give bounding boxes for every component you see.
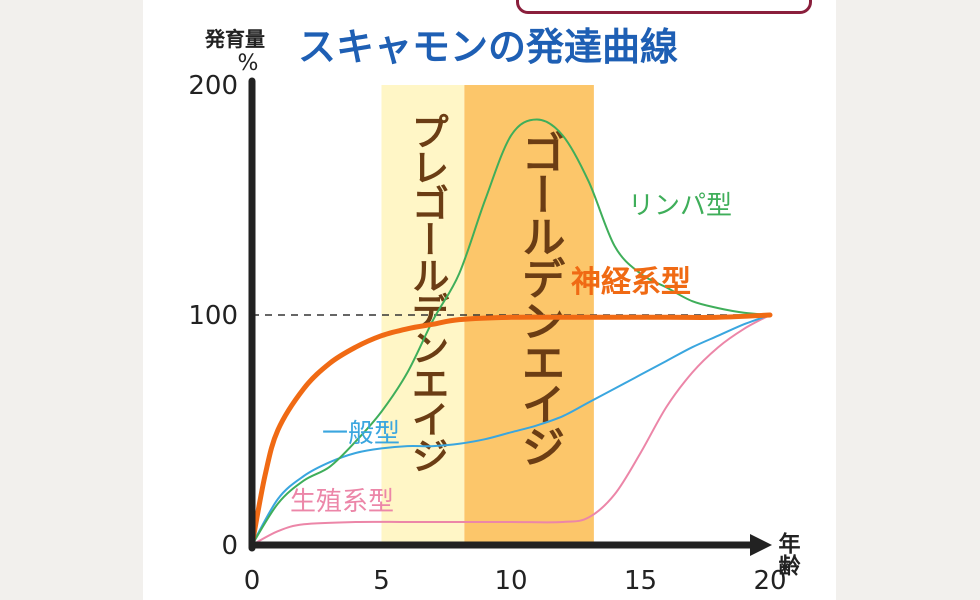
y-axis-unit: % [238,51,259,76]
y-tick-label: 200 [188,71,238,101]
series-reproductive-line [251,314,771,546]
series-reproductive-label: 生殖系型 [290,487,394,517]
series-lymphatic-line [251,118,771,546]
x-tick-label: 15 [624,566,657,596]
x-tick-label: 5 [373,566,390,596]
band-pre-golden-age-label: プレゴールデンエイジ [405,112,449,472]
y-axis-label: 発育量 [204,27,265,51]
chart-title: スキャモンの発達曲線 [298,25,678,69]
y-tick-label: 0 [221,531,238,561]
x-tick-label: 0 [244,566,261,596]
series-nervous-label: 神経系型 [571,265,691,300]
series-nervous-line [249,312,773,548]
x-tick-label: 20 [753,566,786,596]
x-axis-label: 年齢 [775,531,801,577]
top-tab-decoration [516,0,812,14]
x-tick-label: 10 [494,566,527,596]
band-golden-age-label: ゴールデンエイジ [514,130,565,466]
series-general-label: 一般型 [322,419,400,449]
labels: スキャモンの発達曲線 発育量 % [204,25,678,76]
series-lymphatic-label: リンパ型 [628,191,732,221]
y-tick-label: 100 [188,301,238,331]
x-axis-arrow [750,534,772,556]
